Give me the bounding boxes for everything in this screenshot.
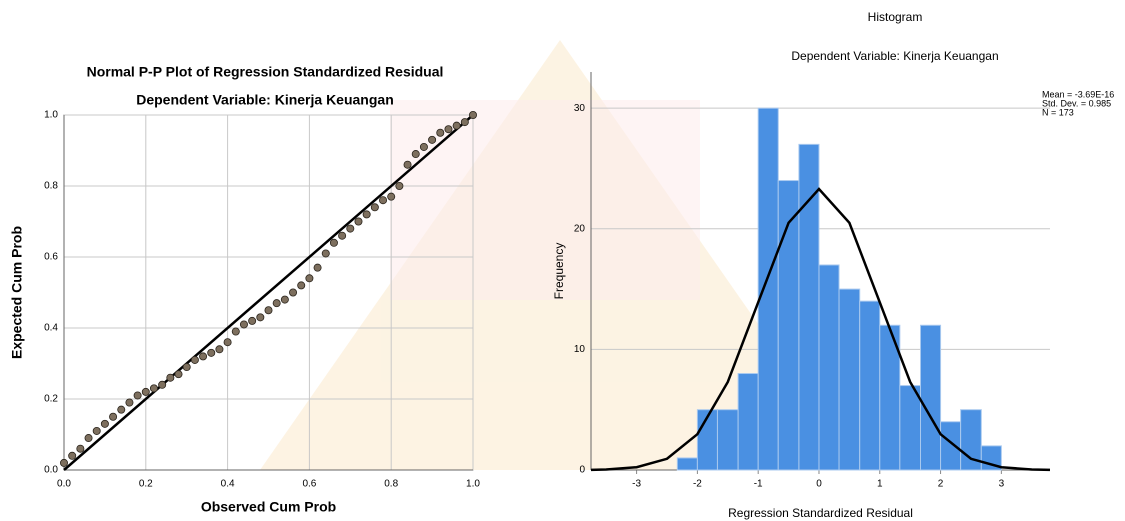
point [126, 399, 133, 406]
bar [900, 386, 921, 470]
screen: 0.0 0.2 0.4 0.6 0.8 1.0 0.0 0.2 0.4 0.6 0.8 1.0 Norm… [0, 0, 1125, 521]
point [469, 111, 476, 118]
point [371, 204, 378, 211]
x-tick-label: -3 [632, 479, 641, 490]
point [330, 239, 337, 246]
point [412, 150, 419, 157]
point [183, 363, 190, 370]
point [273, 300, 280, 307]
point [429, 136, 436, 143]
y-axis-label: Expected Cum Prob [9, 226, 25, 359]
point [60, 459, 67, 466]
x-tick-label: 0.8 [384, 479, 398, 490]
y-tick-label: 0.6 [44, 252, 58, 263]
point [445, 126, 452, 133]
x-tick-label: 3 [999, 479, 1005, 490]
chart-title: Normal P-P Plot of Regression Standardiz… [87, 64, 444, 80]
point [322, 250, 329, 257]
point [134, 392, 141, 399]
point [216, 346, 223, 353]
bar [819, 265, 839, 470]
x-tick-label: 1 [877, 479, 883, 490]
bar [860, 301, 880, 470]
annotation: N = 173 [1042, 107, 1074, 117]
point [142, 388, 149, 395]
point [289, 289, 296, 296]
y-tick-label: 30 [574, 103, 586, 114]
bar [839, 289, 860, 470]
point [404, 161, 411, 168]
bar [941, 422, 961, 470]
point [314, 264, 321, 271]
point [232, 328, 239, 335]
point [118, 406, 125, 413]
point [420, 143, 427, 150]
x-tick-label: 0.0 [57, 479, 71, 490]
x-tick-label: 0.4 [221, 479, 235, 490]
point [191, 356, 198, 363]
x-tick-label: -1 [754, 479, 763, 490]
x-tick-label: 0 [816, 479, 822, 490]
point [306, 275, 313, 282]
bar [921, 325, 941, 470]
point [109, 413, 116, 420]
point [461, 119, 468, 126]
point [298, 282, 305, 289]
point [363, 211, 370, 218]
point [281, 296, 288, 303]
point [167, 374, 174, 381]
bar [758, 108, 778, 470]
y-tick-label: 0.8 [44, 181, 58, 192]
point [224, 339, 231, 346]
bar [717, 410, 738, 470]
bar [677, 458, 697, 470]
point [257, 314, 264, 321]
point [77, 445, 84, 452]
x-tick-label: 0.6 [302, 479, 316, 490]
point [150, 385, 157, 392]
point [85, 434, 92, 441]
y-tick-label: 20 [574, 223, 586, 234]
x-axis-label: Observed Cum Prob [201, 499, 336, 515]
point [453, 122, 460, 129]
y-tick-label: 1.0 [44, 110, 58, 121]
point [240, 321, 247, 328]
x-tick-label: 0.2 [139, 479, 153, 490]
x-tick-label: 1.0 [466, 479, 480, 490]
y-tick-label: 0.2 [44, 394, 58, 405]
point [69, 452, 76, 459]
chart-subtitle: Dependent Variable: Kinerja Keuangan [791, 49, 998, 63]
point [347, 225, 354, 232]
point [339, 232, 346, 239]
point [437, 129, 444, 136]
y-tick-label: 10 [574, 344, 586, 355]
point [159, 381, 166, 388]
point [208, 349, 215, 356]
point [396, 182, 403, 189]
point [249, 317, 256, 324]
x-tick-label: 2 [938, 479, 944, 490]
point [175, 371, 182, 378]
page: 0.0 0.2 0.4 0.6 0.8 1.0 0.0 0.2 0.4 0.6 0.8 1.0 Norm… [0, 0, 1125, 521]
x-axis-label: Regression Standardized Residual [728, 506, 913, 520]
y-tick-label: 0.0 [44, 465, 58, 476]
point [388, 193, 395, 200]
y-tick-label: 0.4 [44, 323, 58, 334]
chart-subtitle: Dependent Variable: Kinerja Keuangan [136, 92, 394, 108]
point [355, 218, 362, 225]
point [101, 420, 108, 427]
point [379, 197, 386, 204]
y-axis-label: Frequency [552, 243, 566, 300]
point [93, 427, 100, 434]
point [265, 307, 272, 314]
x-tick-label: -2 [693, 479, 702, 490]
y-tick-label: 0 [579, 465, 585, 476]
chart-title: Histogram [868, 10, 923, 24]
point [199, 353, 206, 360]
bar [738, 374, 758, 470]
